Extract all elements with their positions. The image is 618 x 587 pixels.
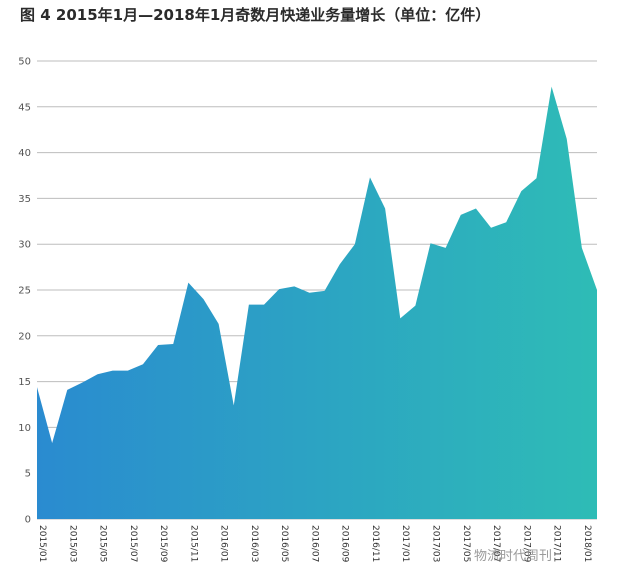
y-tick-label: 25 xyxy=(18,286,31,297)
x-tick-label: 2015/07 xyxy=(128,525,138,562)
x-tick-label: 2017/07 xyxy=(491,525,501,562)
area-series xyxy=(37,86,597,520)
x-tick-label: 2017/03 xyxy=(431,525,441,562)
x-tick-label: 2016/01 xyxy=(219,525,229,562)
y-tick-label: 0 xyxy=(25,515,31,526)
x-tick-label: 2018/01 xyxy=(582,525,592,562)
y-tick-label: 5 xyxy=(25,469,31,480)
y-tick-label: 45 xyxy=(18,102,31,113)
watermark-text: 物流时代周刊 xyxy=(474,549,553,564)
x-tick-label: 2017/11 xyxy=(552,525,562,562)
x-tick-label: 2017/01 xyxy=(400,525,410,562)
x-tick-label: 2016/11 xyxy=(370,525,380,562)
x-tick-label: 2017/05 xyxy=(461,525,471,562)
x-tick-label: 2017/09 xyxy=(521,525,531,563)
y-tick-label: 35 xyxy=(18,194,31,205)
x-tick-label: 2015/11 xyxy=(188,525,198,562)
y-tick-label: 15 xyxy=(18,377,31,388)
x-tick-label: 2016/09 xyxy=(340,525,350,563)
area-fill xyxy=(37,86,597,520)
x-tick-label: 2016/07 xyxy=(309,525,319,562)
y-tick-label: 40 xyxy=(18,148,31,159)
x-tick-label: 2015/05 xyxy=(98,525,108,562)
y-tick-label: 10 xyxy=(18,423,31,434)
y-tick-label: 30 xyxy=(18,240,31,251)
x-tick-label: 2015/01 xyxy=(37,525,47,562)
x-axis-ticks: 2015/01 2015/03 2015/05 2015/07 2015/09 2015/… xyxy=(37,525,592,563)
y-tick-label: 50 xyxy=(18,57,31,68)
x-tick-label: 2016/05 xyxy=(279,525,289,562)
x-tick-label: 2016/03 xyxy=(249,525,259,562)
chart-title: 图 4 2015年1月—2018年1月奇数月快递业务量增长（单位：亿件） xyxy=(20,6,491,24)
x-tick-label: 2015/09 xyxy=(158,525,168,563)
y-tick-label: 20 xyxy=(18,331,31,342)
x-tick-label: 2015/03 xyxy=(67,525,77,562)
y-axis-ticks: 0 5 10 15 20 25 30 35 40 45 50 xyxy=(18,57,31,526)
